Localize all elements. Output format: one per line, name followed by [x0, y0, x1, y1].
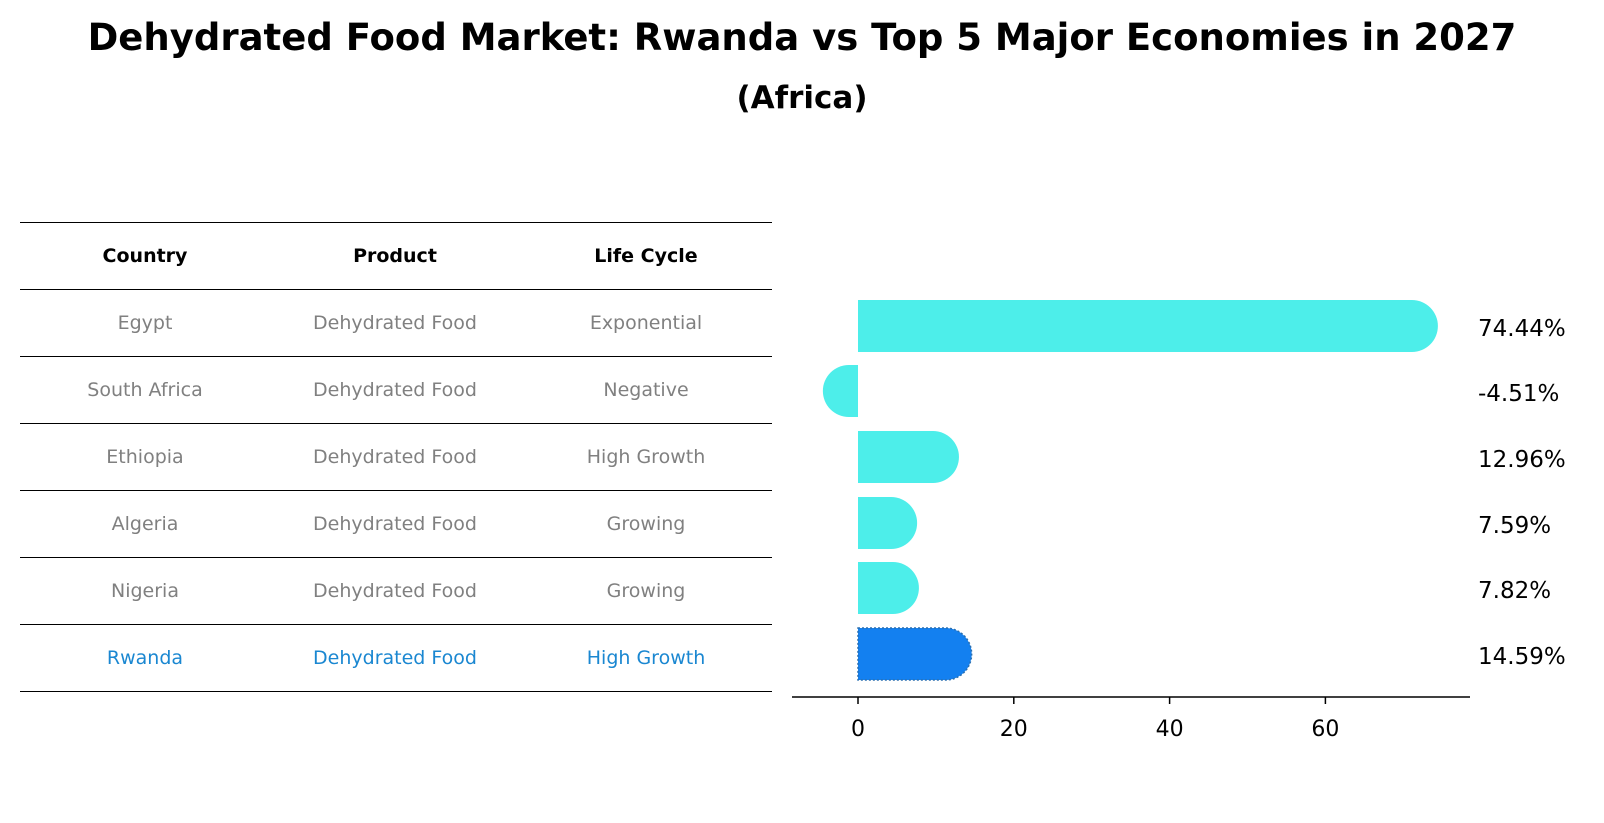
cell-product: Dehydrated Food	[313, 312, 477, 334]
cell-life-cycle: Growing	[606, 513, 686, 535]
cell-product: Dehydrated Food	[313, 647, 477, 669]
table-header-row: Country Product Life Cycle	[20, 222, 772, 290]
table-row: Nigeria Dehydrated Food Growing	[20, 558, 772, 625]
bar-value-label: 7.82%	[1478, 578, 1551, 604]
bar-value-label: -4.51%	[1478, 381, 1559, 407]
table-row: Egypt Dehydrated Food Exponential	[20, 290, 772, 357]
cell-life-cycle: High Growth	[586, 446, 706, 468]
bar-algeria	[858, 497, 918, 549]
bar-rwanda	[857, 627, 973, 681]
cell-product: Dehydrated Food	[313, 580, 477, 602]
bar-south-africa	[822, 365, 858, 417]
cell-country: Rwanda	[106, 647, 184, 669]
country-table: Country Product Life Cycle Egypt Dehydra…	[20, 222, 772, 692]
cell-product: Dehydrated Food	[313, 446, 477, 468]
header-country: Country	[102, 245, 188, 267]
cell-country: Algeria	[111, 513, 179, 535]
cell-country: South Africa	[87, 379, 203, 401]
table-row: Ethiopia Dehydrated Food High Growth	[20, 424, 772, 491]
cell-country: Ethiopia	[106, 446, 184, 468]
x-tick-label: 0	[851, 717, 865, 742]
bar-value-label: 74.44%	[1478, 316, 1566, 342]
x-tick-label: 60	[1311, 717, 1339, 742]
chart-subtitle: (Africa)	[736, 80, 868, 116]
cell-product: Dehydrated Food	[313, 513, 477, 535]
bar-value-label: 7.59%	[1478, 513, 1551, 539]
bar-value-label: 12.96%	[1478, 447, 1566, 473]
cell-life-cycle: High Growth	[586, 647, 706, 669]
bar-egypt	[858, 300, 1438, 352]
cell-life-cycle: Growing	[606, 580, 686, 602]
x-tick-label: 20	[1000, 717, 1028, 742]
header-life-cycle: Life Cycle	[594, 245, 698, 267]
bar-value-label: 14.59%	[1478, 644, 1566, 670]
bar-ethiopia	[858, 431, 959, 483]
cell-life-cycle: Exponential	[589, 312, 703, 334]
x-tick-label: 40	[1156, 717, 1184, 742]
table-row: South Africa Dehydrated Food Negative	[20, 357, 772, 424]
header-product: Product	[353, 245, 437, 267]
chart-title: Dehydrated Food Market: Rwanda vs Top 5 …	[87, 16, 1517, 59]
table-row-highlighted: Rwanda Dehydrated Food High Growth	[20, 625, 772, 692]
cell-life-cycle: Negative	[603, 379, 689, 401]
table-row: Algeria Dehydrated Food Growing	[20, 491, 772, 558]
cell-product: Dehydrated Food	[313, 379, 477, 401]
cell-country: Egypt	[117, 312, 173, 334]
cell-country: Nigeria	[111, 580, 179, 602]
bar-nigeria	[858, 562, 919, 614]
